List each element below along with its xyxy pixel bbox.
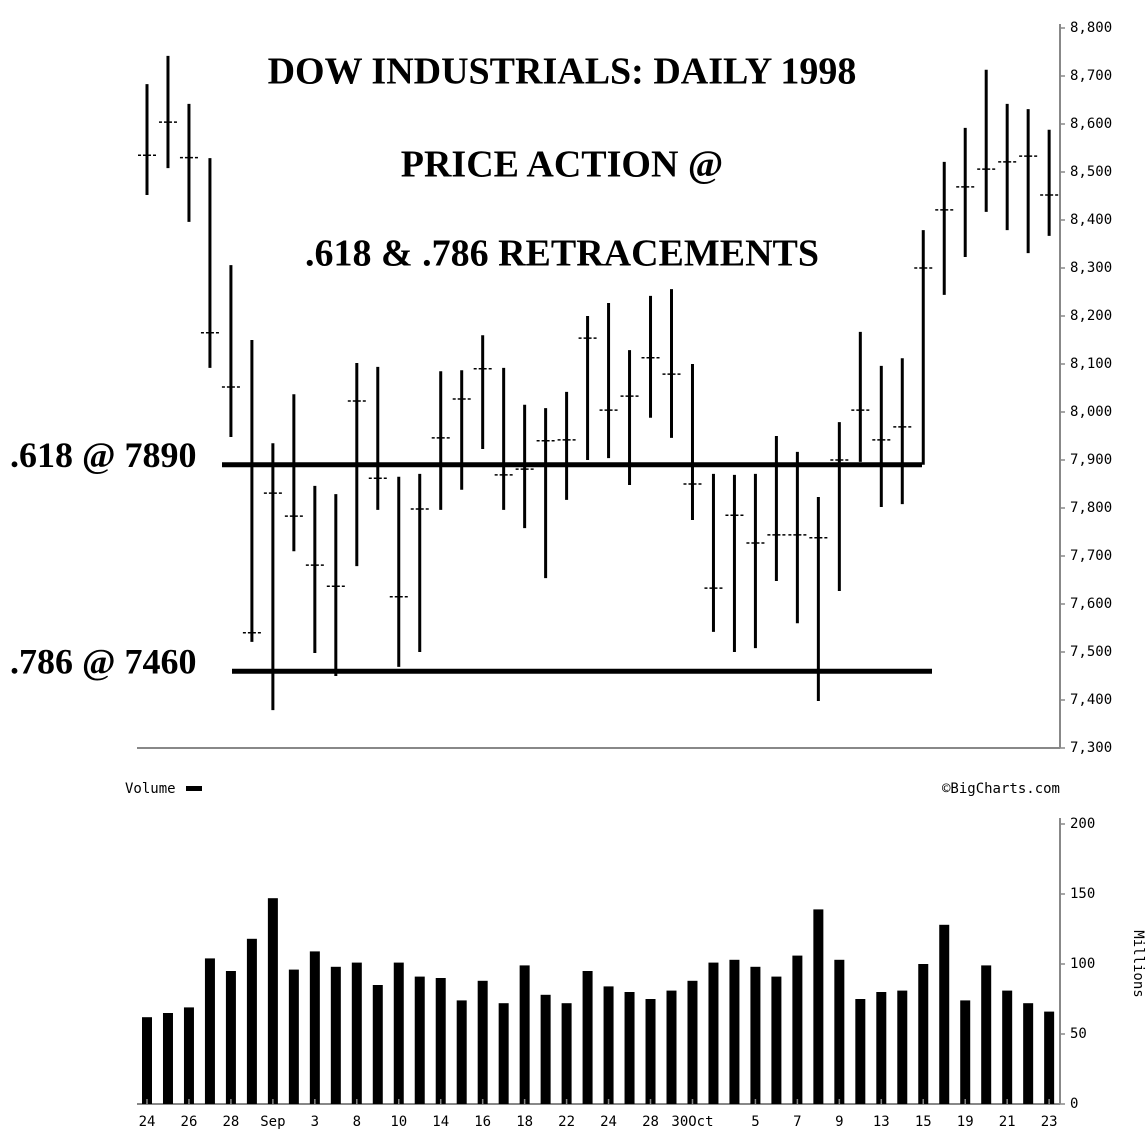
x-tick-label: Sep <box>260 1114 285 1130</box>
x-tick-label: 13 <box>873 1114 890 1130</box>
y-tick-label: 8,200 <box>1070 308 1112 324</box>
volume-bar <box>624 992 635 1104</box>
volume-bar <box>246 938 257 1104</box>
x-tick-label: 26 <box>181 1114 198 1130</box>
legend-label: Volume <box>125 781 176 797</box>
x-tick-label: 14 <box>432 1114 449 1130</box>
x-tick-label: 24 <box>139 1114 156 1130</box>
retracement-label: .786 @ 7460 <box>10 641 197 681</box>
x-tick-label: 15 <box>915 1114 932 1130</box>
x-tick-label: 19 <box>957 1114 974 1130</box>
volume-bar <box>813 909 824 1104</box>
volume-bar <box>855 999 866 1104</box>
x-tick-label: 22 <box>558 1114 575 1130</box>
volume-bar <box>204 958 215 1104</box>
volume-bar <box>687 980 698 1104</box>
y-tick-label: 8,800 <box>1070 20 1112 36</box>
volume-bar <box>750 966 761 1104</box>
volume-bar <box>666 990 677 1104</box>
y-tick-label: 7,900 <box>1070 452 1112 468</box>
x-tick-label: 5 <box>751 1114 759 1130</box>
volume-bar <box>708 962 719 1104</box>
legend-swatch <box>186 786 202 791</box>
source-note: ©BigCharts.com <box>942 781 1060 797</box>
chart-title: DOW INDUSTRIALS: DAILY 1998 <box>268 51 857 93</box>
x-tick-label: 16 <box>474 1114 491 1130</box>
y-tick-label: 50 <box>1070 1026 1087 1042</box>
volume-bar <box>393 962 404 1104</box>
volume-bar <box>477 980 488 1104</box>
y-tick-label: 8,000 <box>1070 404 1112 420</box>
volume-bar <box>330 966 341 1104</box>
y-tick-label: 7,500 <box>1070 644 1112 660</box>
volume-bar <box>645 999 656 1104</box>
volume-bar <box>582 971 593 1104</box>
x-tick-label: 18 <box>516 1114 533 1130</box>
volume-bar <box>267 898 278 1104</box>
volume-bar <box>372 985 383 1104</box>
volume-bar <box>351 962 362 1104</box>
volume-bar <box>960 1000 971 1104</box>
retracement-label: .618 @ 7890 <box>10 435 197 475</box>
y-tick-label: 8,700 <box>1070 68 1112 84</box>
volume-bar <box>519 965 530 1104</box>
y-tick-label: 0 <box>1070 1096 1078 1112</box>
volume-bar <box>603 986 614 1104</box>
x-tick-label: 24 <box>600 1114 617 1130</box>
x-tick-label: 10 <box>390 1114 407 1130</box>
chart-subtitle: PRICE ACTION @ <box>401 144 724 186</box>
volume-bar <box>498 1003 509 1104</box>
y-tick-label: 100 <box>1070 956 1095 972</box>
volume-bar <box>309 951 320 1104</box>
volume-bar <box>225 971 236 1104</box>
volume-bar <box>792 955 803 1104</box>
y-tick-label: 7,600 <box>1070 596 1112 612</box>
y-tick-label: 8,400 <box>1070 212 1112 228</box>
volume-bar <box>435 978 446 1104</box>
x-tick-label: 21 <box>999 1114 1016 1130</box>
x-tick-label: 28 <box>642 1114 659 1130</box>
y-tick-label: 8,300 <box>1070 260 1112 276</box>
volume-bar <box>561 1003 572 1104</box>
volume-bar <box>1002 990 1013 1104</box>
y-tick-label: 200 <box>1070 816 1095 832</box>
volume-bar <box>918 964 929 1104</box>
volume-bar <box>876 992 887 1104</box>
x-tick-label: 28 <box>222 1114 239 1130</box>
y-tick-label: 7,300 <box>1070 740 1112 756</box>
y-tick-label: 7,400 <box>1070 692 1112 708</box>
volume-bar <box>1044 1011 1055 1104</box>
volume-bar <box>1023 1003 1034 1104</box>
volume-bar <box>414 976 425 1104</box>
chart-subtitle: .618 & .786 RETRACEMENTS <box>305 233 819 275</box>
volume-bar <box>939 924 950 1104</box>
x-tick-label: 3 <box>311 1114 319 1130</box>
volume-bar <box>288 969 299 1104</box>
volume-bar <box>540 994 551 1104</box>
x-tick-label: 9 <box>835 1114 843 1130</box>
volume-bar <box>183 1007 194 1104</box>
volume-bar <box>729 959 740 1104</box>
x-tick-label: 30Oct <box>671 1114 713 1130</box>
y-tick-label: 8,100 <box>1070 356 1112 372</box>
volume-bar <box>897 990 908 1104</box>
x-tick-label: 8 <box>353 1114 361 1130</box>
y-tick-label: 7,700 <box>1070 548 1112 564</box>
y-tick-label: 8,500 <box>1070 164 1112 180</box>
x-tick-label: 7 <box>793 1114 801 1130</box>
volume-bar <box>456 1000 467 1104</box>
y-tick-label: 150 <box>1070 886 1095 902</box>
volume-bar <box>981 965 992 1104</box>
y-tick-label: 8,600 <box>1070 116 1112 132</box>
volume-bar <box>142 1017 152 1104</box>
y-axis-label: Millions <box>1130 930 1146 997</box>
y-tick-label: 7,800 <box>1070 500 1112 516</box>
volume-bar <box>162 1013 173 1104</box>
x-tick-label: 23 <box>1041 1114 1058 1130</box>
volume-bar <box>771 976 782 1104</box>
volume-bar <box>834 959 845 1104</box>
